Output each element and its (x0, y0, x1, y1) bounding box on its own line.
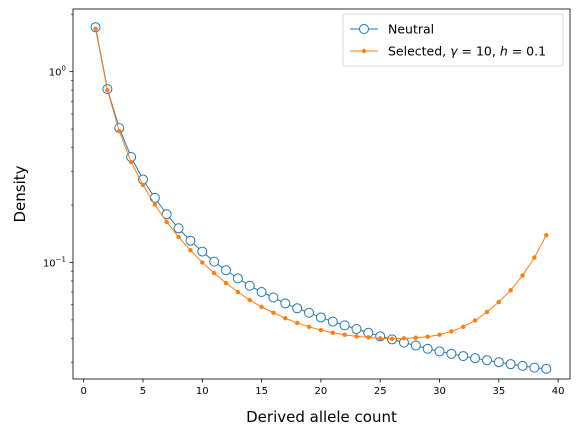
data-point-selected (152, 202, 158, 207)
data-point-selected (247, 297, 252, 303)
data-point-selected (117, 128, 122, 134)
data-point-selected (484, 309, 490, 315)
x-tick-label: 30 (433, 386, 446, 397)
data-point-neutral (541, 363, 552, 374)
data-point-selected (140, 182, 146, 188)
data-point-selected (93, 26, 98, 31)
data-point-selected (223, 280, 229, 286)
legend: Neutral Selected, γ = 10, h = 0.1 (342, 13, 564, 67)
data-point-selected (354, 334, 359, 339)
data-point-selected (271, 310, 276, 315)
data-point-selected (401, 336, 407, 341)
data-point-selected (283, 316, 288, 321)
data-point-neutral (173, 223, 184, 234)
data-point-selected (342, 332, 347, 337)
data-point-neutral (185, 235, 196, 246)
data-point-neutral (446, 348, 457, 359)
y-tick-label: 100 (49, 65, 66, 79)
data-point-selected (425, 334, 430, 339)
x-tick-label: 0 (80, 386, 86, 397)
data-point-selected (496, 299, 502, 305)
data-point-selected (520, 273, 525, 278)
x-tick-label: 35 (492, 386, 505, 397)
data-point-neutral (315, 312, 326, 323)
data-point-selected (461, 324, 466, 329)
data-point-selected (413, 335, 418, 340)
legend-neutral-marker (359, 24, 369, 34)
data-point-selected (306, 324, 312, 329)
x-axis-label: Derived allele count (246, 408, 397, 426)
data-point-neutral (304, 307, 315, 318)
legend-selected-label: Selected, γ = 10, h = 0.1 (388, 44, 546, 59)
data-point-neutral (493, 357, 504, 368)
data-point-selected (389, 336, 395, 341)
data-point-selected (472, 318, 478, 323)
data-point-selected (366, 335, 371, 340)
legend-frame (342, 13, 564, 67)
data-point-selected (128, 159, 134, 165)
data-point-neutral (410, 340, 421, 351)
data-point-selected (449, 329, 454, 334)
x-tick-label: 5 (140, 386, 146, 397)
data-point-neutral (209, 256, 220, 267)
data-point-neutral (149, 192, 160, 203)
data-point-selected (105, 87, 110, 93)
x-tick-label: 20 (315, 386, 328, 397)
data-point-neutral (422, 343, 433, 354)
data-point-selected (235, 289, 241, 295)
x-tick-label: 10 (196, 386, 209, 397)
axes-layer: 0 5 10 15 20 25 30 35 40 100 10−1 (43, 13, 565, 397)
data-point-neutral (292, 303, 303, 314)
data-point-selected (211, 270, 217, 276)
data-point-neutral (481, 355, 492, 366)
data-point-neutral (232, 273, 243, 284)
data-point-selected (176, 234, 181, 240)
x-tick-label: 40 (552, 386, 565, 397)
data-point-neutral (244, 280, 255, 291)
data-point-neutral (161, 209, 172, 220)
data-point-selected (200, 260, 205, 265)
data-point-neutral (470, 353, 481, 364)
legend-neutral-label: Neutral (388, 22, 434, 37)
data-point-neutral (517, 360, 528, 371)
data-point-neutral (505, 359, 516, 370)
data-point-selected (437, 332, 442, 337)
data-point-neutral (351, 323, 362, 334)
data-point-selected (532, 255, 537, 260)
y-axis-label: Density (11, 165, 29, 222)
data-point-selected (508, 288, 513, 293)
data-point-selected (544, 232, 549, 238)
x-tick-label: 25 (374, 386, 387, 397)
plot-frame (72, 8, 571, 380)
data-point-neutral (339, 320, 350, 331)
data-point-neutral (327, 316, 338, 327)
data-point-selected (259, 304, 264, 310)
data-point-neutral (434, 346, 445, 357)
data-point-neutral (197, 246, 208, 257)
x-tick-label: 15 (255, 386, 268, 397)
data-point-neutral (529, 362, 540, 373)
data-point-neutral (268, 292, 279, 303)
data-point-selected (164, 219, 169, 225)
data-point-neutral (221, 265, 232, 276)
data-point-neutral (280, 298, 291, 309)
data-point-selected (378, 336, 383, 341)
data-point-neutral (256, 287, 267, 298)
data-point-neutral (458, 351, 469, 362)
data-point-selected (294, 320, 300, 326)
data-point-selected (188, 247, 193, 253)
y-tick-label: 10−1 (43, 255, 66, 269)
series-layer (90, 22, 552, 374)
data-point-selected (330, 330, 335, 335)
data-point-selected (318, 327, 324, 333)
legend-selected-marker (361, 48, 367, 54)
